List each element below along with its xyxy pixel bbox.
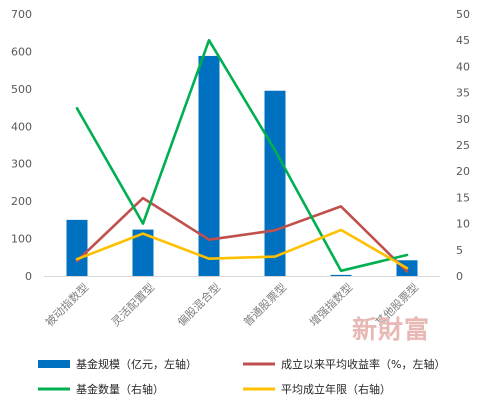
- bar: [198, 55, 220, 276]
- right-tick-label: 45: [456, 34, 470, 47]
- right-tick-label: 20: [456, 165, 470, 178]
- left-tick-label: 300: [11, 158, 32, 171]
- category-label: 普通股票型: [240, 280, 289, 329]
- legend-label: 成立以来平均收益率（%，左轴）: [281, 357, 445, 371]
- left-tick-label: 700: [11, 8, 32, 21]
- left-axis: 0 100 200 300 400 500 600 700: [11, 8, 32, 283]
- right-tick-label: 50: [456, 8, 470, 21]
- right-tick-label: 10: [456, 218, 470, 231]
- left-tick-label: 400: [11, 120, 32, 133]
- right-axis: 0 5 10 15 20 25 30 35 40 45 50: [456, 8, 470, 283]
- right-tick-label: 5: [456, 244, 463, 257]
- left-tick-label: 100: [11, 233, 32, 246]
- bar: [264, 90, 286, 276]
- right-tick-label: 40: [456, 60, 470, 73]
- right-tick-label: 0: [456, 270, 463, 283]
- category-label: 被动指数型: [42, 280, 91, 329]
- left-tick-label: 0: [25, 270, 32, 283]
- category-label: 偏股混合型: [174, 280, 223, 329]
- legend-label: 平均成立年限（右轴）: [281, 382, 391, 396]
- right-tick-label: 30: [456, 113, 470, 126]
- series-line: [75, 38, 409, 273]
- right-tick-label: 15: [456, 191, 470, 204]
- left-tick-label: 600: [11, 45, 32, 58]
- series-line: [75, 228, 409, 270]
- legend-label: 基金数量（右轴）: [76, 382, 164, 396]
- category-label: 灵活配置型: [108, 280, 157, 329]
- right-tick-label: 35: [456, 87, 470, 100]
- line-series: [75, 38, 409, 273]
- legend-label: 基金规模（亿元，左轴）: [76, 357, 197, 371]
- legend: 基金规模（亿元，左轴） 成立以来平均收益率（%，左轴） 基金数量（右轴） 平均成立年限…: [38, 357, 445, 396]
- series-line: [75, 196, 409, 273]
- bar: [330, 274, 352, 276]
- bar: [66, 219, 88, 276]
- left-tick-label: 500: [11, 83, 32, 96]
- bar: [132, 229, 154, 276]
- bar-series: [66, 55, 418, 276]
- category-label: 增强指数型: [306, 280, 355, 329]
- watermark: 新財富: [352, 315, 430, 344]
- right-tick-label: 25: [456, 139, 470, 152]
- left-tick-label: 200: [11, 195, 32, 208]
- legend-swatch: [38, 360, 70, 368]
